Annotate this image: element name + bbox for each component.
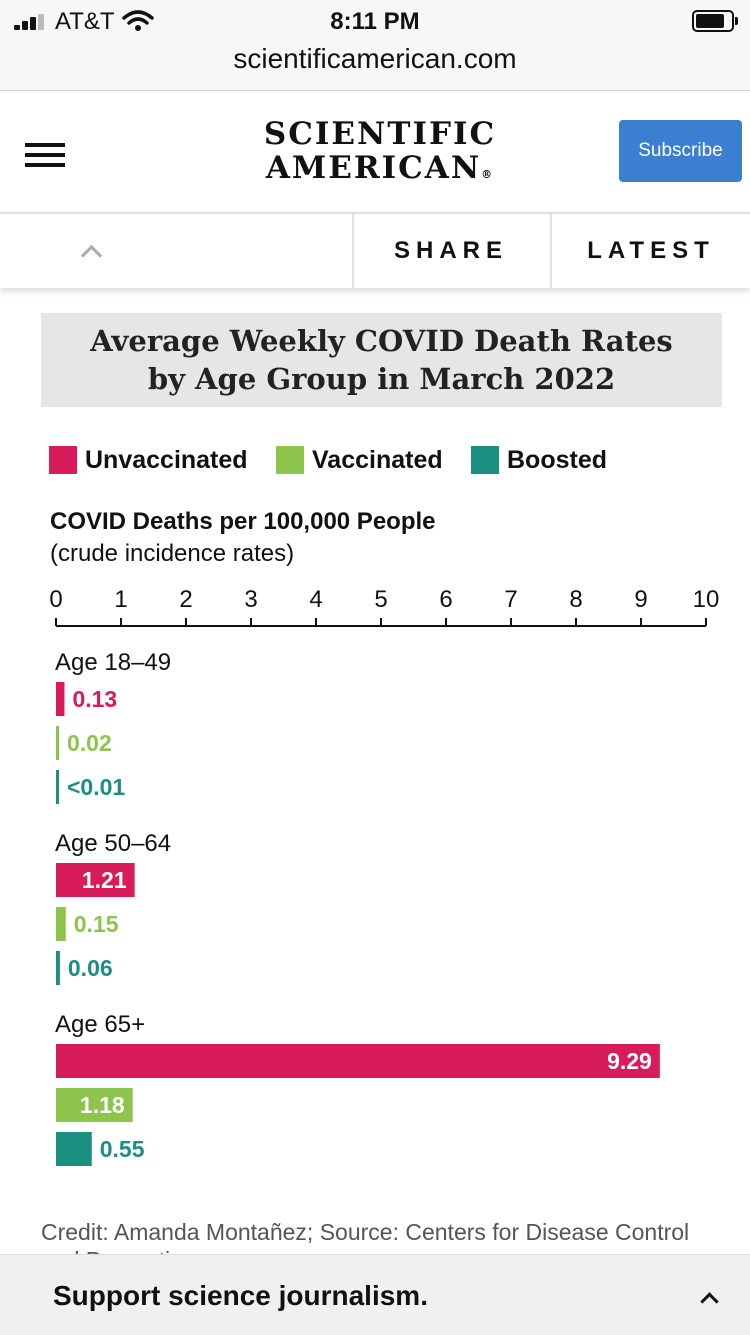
data-label-unvaccinated: 1.21 — [82, 867, 127, 893]
group-label: Age 50–64 — [55, 830, 171, 857]
data-label-boosted: 0.55 — [100, 1136, 145, 1162]
bar-unvaccinated — [56, 1044, 660, 1078]
bar-vaccinated — [56, 907, 66, 941]
data-label-vaccinated: 1.18 — [80, 1092, 125, 1118]
bar-vaccinated — [56, 1088, 133, 1122]
latest-button[interactable]: LATEST — [552, 214, 750, 288]
latest-label: LATEST — [587, 237, 715, 264]
cellular-signal-icon — [14, 14, 48, 30]
group-label: Age 65+ — [55, 1011, 145, 1038]
legend-label-boosted: Boosted — [507, 445, 607, 474]
chevron-up-icon — [80, 244, 102, 266]
menu-icon[interactable] — [25, 143, 65, 167]
carrier-name: AT&T — [55, 8, 115, 35]
bar-boosted — [56, 951, 60, 985]
article-nav: SHARE LATEST — [0, 214, 750, 288]
bar-unvaccinated — [56, 863, 135, 897]
status-bar: AT&T 8:11 PM — [0, 0, 750, 40]
bar-chart: 0 1 2 3 4 5 6 7 8 9 10 Age 18–49 0.13 0.02 <0.01 Age 50… — [49, 586, 720, 1166]
legend-label-vaccinated: Vaccinated — [312, 445, 443, 474]
x-tick-label: 1 — [114, 586, 127, 613]
legend-swatch-vaccinated — [276, 446, 304, 474]
share-label: SHARE — [393, 237, 508, 264]
x-tick-label: 6 — [439, 586, 452, 613]
registered-mark: ® — [481, 168, 495, 181]
subscribe-button[interactable]: Subscribe — [619, 120, 742, 182]
bar-unvaccinated — [56, 682, 65, 716]
legend-swatch-unvaccinated — [49, 446, 77, 474]
site-header: SCIENTIFIC AMERICAN® Subscribe — [0, 91, 750, 214]
scroll-to-top-button[interactable] — [0, 214, 354, 288]
bar-vaccinated — [56, 726, 59, 760]
battery-icon — [692, 10, 738, 32]
support-text: Support science journalism. — [53, 1280, 428, 1311]
x-tick-label: 3 — [244, 586, 257, 613]
logo-line-1: SCIENTIFIC — [263, 116, 497, 152]
legend-swatch-boosted — [471, 446, 499, 474]
x-tick-label: 4 — [309, 586, 322, 613]
expand-button[interactable] — [696, 1285, 722, 1311]
x-tick-label: 8 — [569, 586, 582, 613]
logo-line-2-text: AMERICAN — [265, 150, 482, 186]
chart-title-line-2: by Age Group in March 2022 — [147, 362, 616, 396]
x-tick-label: 2 — [179, 586, 192, 613]
bar-boosted — [56, 770, 59, 804]
site-logo[interactable]: SCIENTIFIC AMERICAN® — [250, 117, 510, 192]
chart-title: Average Weekly COVID Death Rates by Age … — [41, 313, 722, 407]
x-tick-label: 5 — [374, 586, 387, 613]
data-label-boosted: <0.01 — [67, 774, 125, 800]
group-label: Age 18–49 — [55, 649, 171, 676]
axis-subtitle: (crude incidence rates) — [50, 540, 295, 567]
chart-title-line-1: Average Weekly COVID Death Rates — [90, 324, 673, 358]
clock: 8:11 PM — [330, 8, 420, 35]
legend-unvaccinated: Unvaccinated — [49, 446, 248, 474]
legend-vaccinated: Vaccinated — [276, 446, 443, 474]
data-label-unvaccinated: 0.13 — [72, 686, 117, 712]
x-tick-label: 7 — [504, 586, 517, 613]
logo-line-2: AMERICAN® — [250, 151, 510, 192]
address-bar[interactable]: scientificamerican.com — [0, 40, 750, 91]
x-tick-label: 10 — [693, 586, 720, 613]
data-label-vaccinated: 0.02 — [67, 730, 112, 756]
chevron-up-icon — [700, 1292, 719, 1311]
share-button[interactable]: SHARE — [352, 214, 552, 288]
legend-label-unvaccinated: Unvaccinated — [85, 445, 248, 474]
support-banner[interactable]: Support science journalism. — [0, 1254, 750, 1335]
url-text[interactable]: scientificamerican.com — [233, 43, 517, 74]
data-label-vaccinated: 0.15 — [74, 911, 119, 937]
wifi-icon — [122, 10, 154, 31]
x-tick-label: 0 — [49, 586, 62, 613]
data-label-boosted: 0.06 — [68, 955, 113, 981]
data-label-unvaccinated: 9.29 — [607, 1048, 652, 1074]
x-tick-label: 9 — [634, 586, 647, 613]
bar-boosted — [56, 1132, 92, 1166]
axis-title: COVID Deaths per 100,000 People — [50, 508, 436, 535]
legend-boosted: Boosted — [471, 446, 607, 474]
